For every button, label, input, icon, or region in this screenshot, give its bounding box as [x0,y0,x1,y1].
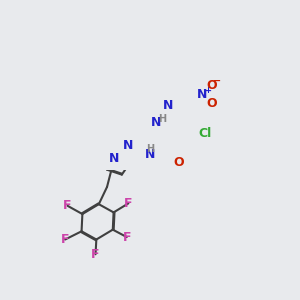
Text: Cl: Cl [198,127,211,140]
Text: N: N [163,99,173,112]
Text: O: O [173,156,184,169]
Text: +: + [204,85,211,94]
Text: N: N [151,116,161,129]
Text: H: H [158,114,166,124]
Text: F: F [91,248,100,261]
Text: H: H [146,144,154,154]
Text: −: − [213,76,221,86]
Text: F: F [124,197,133,210]
Text: N: N [145,148,155,161]
Text: O: O [207,79,218,92]
Text: N: N [109,152,120,165]
Text: F: F [63,199,72,212]
Text: N: N [197,88,208,100]
Text: O: O [206,98,217,110]
Text: N: N [123,139,134,152]
Text: F: F [122,230,131,244]
Text: F: F [61,233,69,246]
